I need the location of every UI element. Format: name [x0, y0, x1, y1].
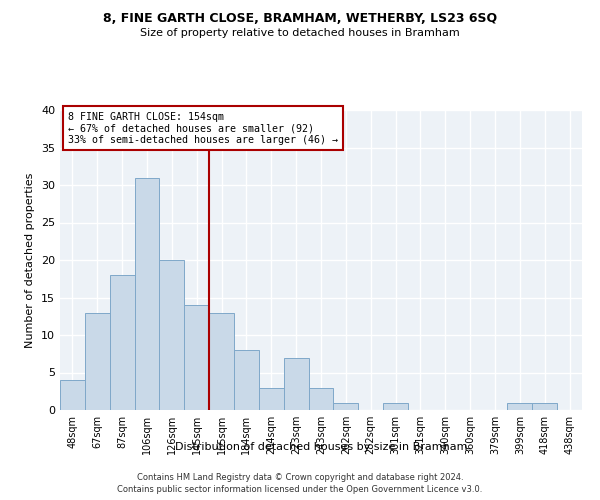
Text: Size of property relative to detached houses in Bramham: Size of property relative to detached ho… — [140, 28, 460, 38]
Bar — [184, 305, 209, 410]
Bar — [85, 312, 110, 410]
Bar — [284, 358, 308, 410]
Y-axis label: Number of detached properties: Number of detached properties — [25, 172, 35, 348]
Bar — [110, 275, 134, 410]
Bar — [60, 380, 85, 410]
Bar — [259, 388, 284, 410]
Text: 8, FINE GARTH CLOSE, BRAMHAM, WETHERBY, LS23 6SQ: 8, FINE GARTH CLOSE, BRAMHAM, WETHERBY, … — [103, 12, 497, 26]
Bar — [234, 350, 259, 410]
Text: Contains HM Land Registry data © Crown copyright and database right 2024.: Contains HM Land Registry data © Crown c… — [137, 472, 463, 482]
Bar — [308, 388, 334, 410]
Bar — [209, 312, 234, 410]
Text: 8 FINE GARTH CLOSE: 154sqm
← 67% of detached houses are smaller (92)
33% of semi: 8 FINE GARTH CLOSE: 154sqm ← 67% of deta… — [68, 112, 338, 144]
Text: Contains public sector information licensed under the Open Government Licence v3: Contains public sector information licen… — [118, 485, 482, 494]
Text: Distribution of detached houses by size in Bramham: Distribution of detached houses by size … — [175, 442, 467, 452]
Bar — [334, 402, 358, 410]
Bar — [532, 402, 557, 410]
Bar — [160, 260, 184, 410]
Bar — [134, 178, 160, 410]
Bar — [508, 402, 532, 410]
Bar — [383, 402, 408, 410]
